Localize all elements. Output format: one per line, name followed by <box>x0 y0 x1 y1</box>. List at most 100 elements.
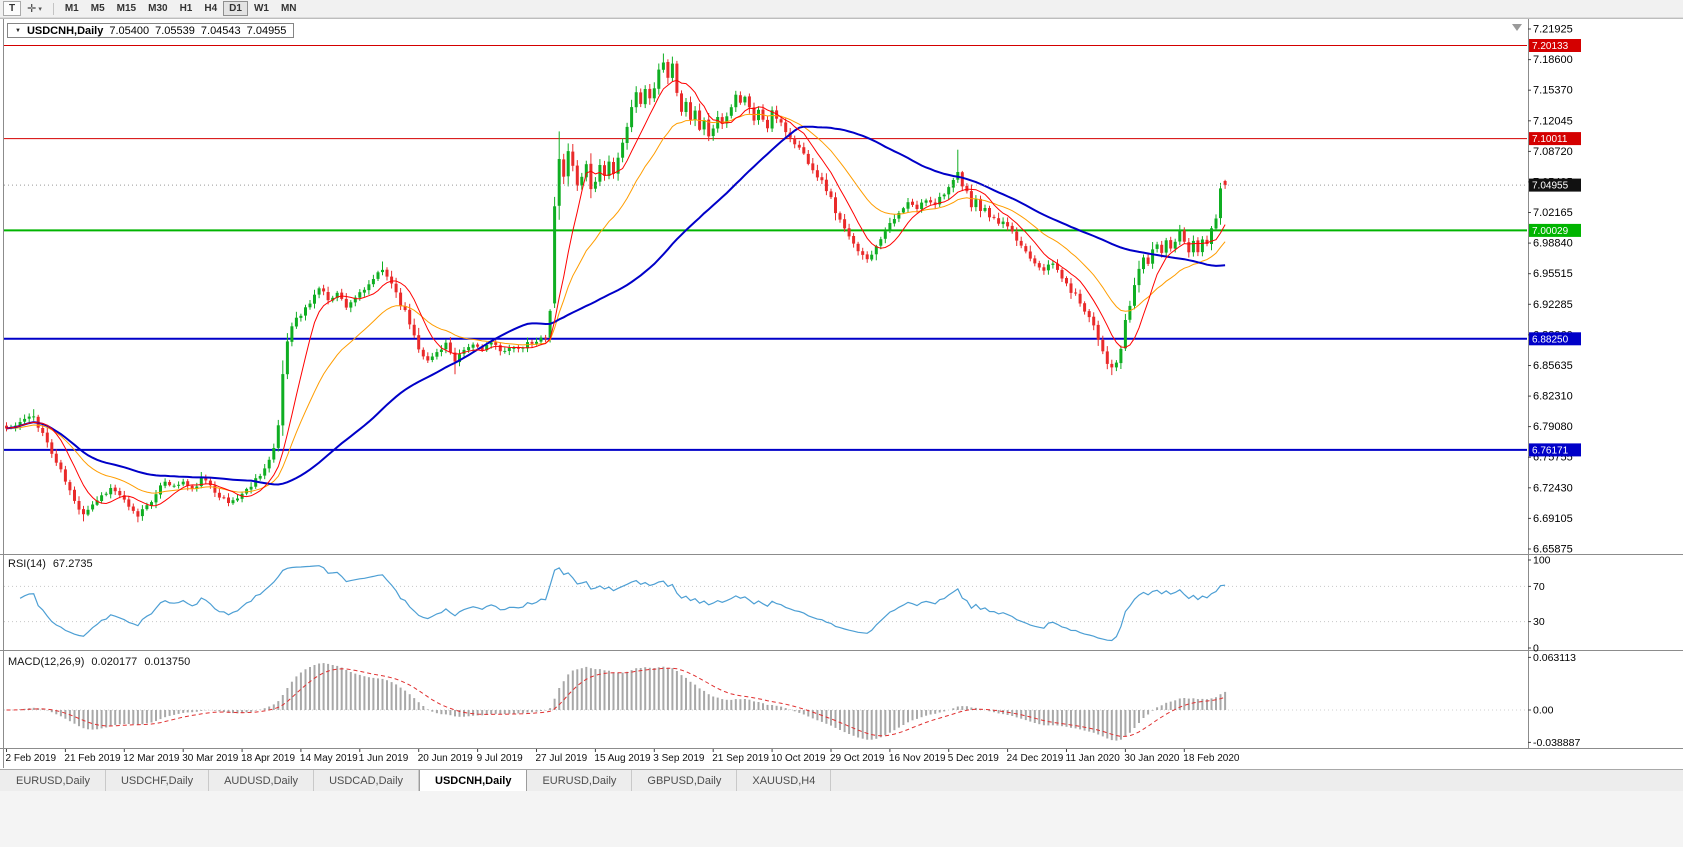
price-axis-label: 6.98840 <box>1533 238 1573 250</box>
macd-signal-line <box>6 667 1226 737</box>
date-label: 30 Mar 2019 <box>182 753 239 764</box>
bottom-empty-area <box>0 791 1683 847</box>
ma-sma8-line <box>6 79 1226 507</box>
svg-text:7.04955: 7.04955 <box>1532 181 1569 192</box>
date-label: 11 Jan 2020 <box>1066 753 1121 764</box>
rsi-axis-label: 30 <box>1533 616 1545 628</box>
price-axis-label: 6.72430 <box>1533 482 1573 494</box>
ma-sma55-line <box>6 125 1226 486</box>
svg-text:7.10011: 7.10011 <box>1532 134 1568 145</box>
open-value: 7.05400 <box>109 24 150 37</box>
price-tag: 7.00029 <box>1529 223 1581 237</box>
date-label: 18 Apr 2019 <box>241 753 295 764</box>
price-tag: 6.76171 <box>1529 443 1581 457</box>
tab-label: USDCAD,Daily <box>329 774 404 787</box>
tab-label: XAUUSD,H4 <box>752 774 816 787</box>
macd-name: MACD(12,26,9) <box>8 656 85 668</box>
tab-label: EURUSD,Daily <box>542 774 617 787</box>
price-tag: 7.04955 <box>1529 178 1581 192</box>
timeframe-m15-button[interactable]: M15 <box>116 3 137 14</box>
chart-shift-marker[interactable] <box>1512 24 1522 31</box>
chevron-down-icon: ▾ <box>38 5 42 13</box>
timeframe-m5-button[interactable]: M5 <box>90 3 105 14</box>
price-axis-label: 6.79080 <box>1533 421 1573 433</box>
date-label: 2 Feb 2019 <box>6 753 57 764</box>
price-axis-label: 6.82310 <box>1533 391 1573 403</box>
price-axis-label: 6.69105 <box>1533 513 1573 525</box>
price-axis-label: 6.65875 <box>1533 544 1573 556</box>
timeframe-h4-button[interactable]: H4 <box>204 3 218 14</box>
price-axis-label: 7.12045 <box>1533 115 1573 127</box>
candlesticks <box>5 53 1227 523</box>
price-axis-label: 6.95515 <box>1533 268 1573 280</box>
rsi-indicator-label: RSI(14) 67.2735 <box>8 558 93 570</box>
date-label: 15 Aug 2019 <box>594 753 651 764</box>
toolbar-separator <box>52 2 54 15</box>
date-label: 16 Nov 2019 <box>889 753 946 764</box>
timeframe-h1-button[interactable]: H1 <box>179 3 193 14</box>
close-value: 7.04955 <box>246 24 287 37</box>
rsi-line <box>19 565 1226 642</box>
text-tool-button[interactable]: T <box>3 1 22 16</box>
price-axis-label: 7.15370 <box>1533 85 1573 97</box>
macd-main-value: 0.020177 <box>91 656 138 668</box>
timeframe-mn-button[interactable]: MN <box>280 3 297 14</box>
tab-usdchf-daily[interactable]: USDCHF,Daily <box>105 770 210 791</box>
date-label: 3 Sep 2019 <box>653 753 705 764</box>
timeframe-d1-button[interactable]: D1 <box>223 1 248 16</box>
macd-signal-value: 0.013750 <box>144 656 191 668</box>
rsi-name: RSI(14) <box>8 558 46 570</box>
svg-text:7.00029: 7.00029 <box>1532 226 1569 237</box>
svg-text:6.76171: 6.76171 <box>1532 445 1569 456</box>
date-label: 29 Oct 2019 <box>830 753 885 764</box>
tab-label: EURUSD,Daily <box>16 774 90 787</box>
tab-eurusd-daily[interactable]: EURUSD,Daily <box>1 770 106 791</box>
tab-usdcnh-daily[interactable]: USDCNH,Daily <box>419 770 528 791</box>
price-tag: 6.88250 <box>1529 332 1581 346</box>
date-label: 20 Jun 2019 <box>418 753 473 764</box>
draw-tool-button[interactable]: ✛ ▾ <box>21 1 48 16</box>
chart-tab-bar: EURUSD,Daily USDCHF,Daily AUDUSD,Daily U… <box>0 769 1683 791</box>
macd-axis-label: -0.038887 <box>1533 737 1580 749</box>
date-label: 10 Oct 2019 <box>771 753 826 764</box>
tab-gbpusd-daily[interactable]: GBPUSD,Daily <box>632 770 738 791</box>
tab-eurusd-daily-2[interactable]: EURUSD,Daily <box>527 770 633 791</box>
date-label: 21 Sep 2019 <box>712 753 769 764</box>
low-value: 7.04543 <box>200 24 241 37</box>
price-tag: 7.20133 <box>1529 39 1581 52</box>
timeframe-w1-button[interactable]: W1 <box>253 3 269 14</box>
tab-label: AUDUSD,Daily <box>224 774 299 787</box>
date-label: 1 Jun 2019 <box>359 753 409 764</box>
tab-label: GBPUSD,Daily <box>647 774 722 787</box>
tab-label: USDCNH,Daily <box>435 774 512 787</box>
date-label: 30 Jan 2020 <box>1124 753 1179 764</box>
toolbar: T ✛ ▾ M1 M5 M15 M30 H1 H4 D1 W1 MN <box>0 0 1683 18</box>
rsi-current-value: 67.2735 <box>52 558 93 570</box>
price-axis-label: 7.02165 <box>1533 207 1573 219</box>
rsi-axis-label: 0 <box>1533 643 1539 655</box>
ma-ema21-line <box>6 113 1226 494</box>
date-label: 24 Dec 2019 <box>1007 753 1064 764</box>
date-label: 21 Feb 2019 <box>64 753 121 764</box>
tab-usdcad-daily[interactable]: USDCAD,Daily <box>314 770 420 791</box>
timeframe-m30-button[interactable]: M30 <box>148 3 168 14</box>
price-tag: 7.10011 <box>1529 132 1581 146</box>
date-label: 14 May 2019 <box>300 753 358 764</box>
date-label: 18 Feb 2020 <box>1183 753 1240 764</box>
tab-xauusd-h4[interactable]: XAUUSD,H4 <box>737 770 832 791</box>
date-label: 12 Mar 2019 <box>123 753 180 764</box>
rsi-axis-label: 70 <box>1533 581 1545 593</box>
tab-audusd-daily[interactable]: AUDUSD,Daily <box>209 770 315 791</box>
date-label: 27 Jul 2019 <box>536 753 588 764</box>
macd-indicator-label: MACD(12,26,9) 0.020177 0.013750 <box>8 656 190 668</box>
crosshair-icon: ✛ <box>27 3 37 15</box>
high-value: 7.05539 <box>155 24 195 37</box>
date-label: 5 Dec 2019 <box>948 753 1000 764</box>
svg-text:6.88250: 6.88250 <box>1532 334 1569 345</box>
timeframe-m1-button[interactable]: M1 <box>64 3 79 14</box>
expander-arrow-icon[interactable]: ▼ <box>15 27 21 34</box>
price-axis-label: 7.18600 <box>1533 54 1573 66</box>
chart-background[interactable] <box>0 18 1683 769</box>
